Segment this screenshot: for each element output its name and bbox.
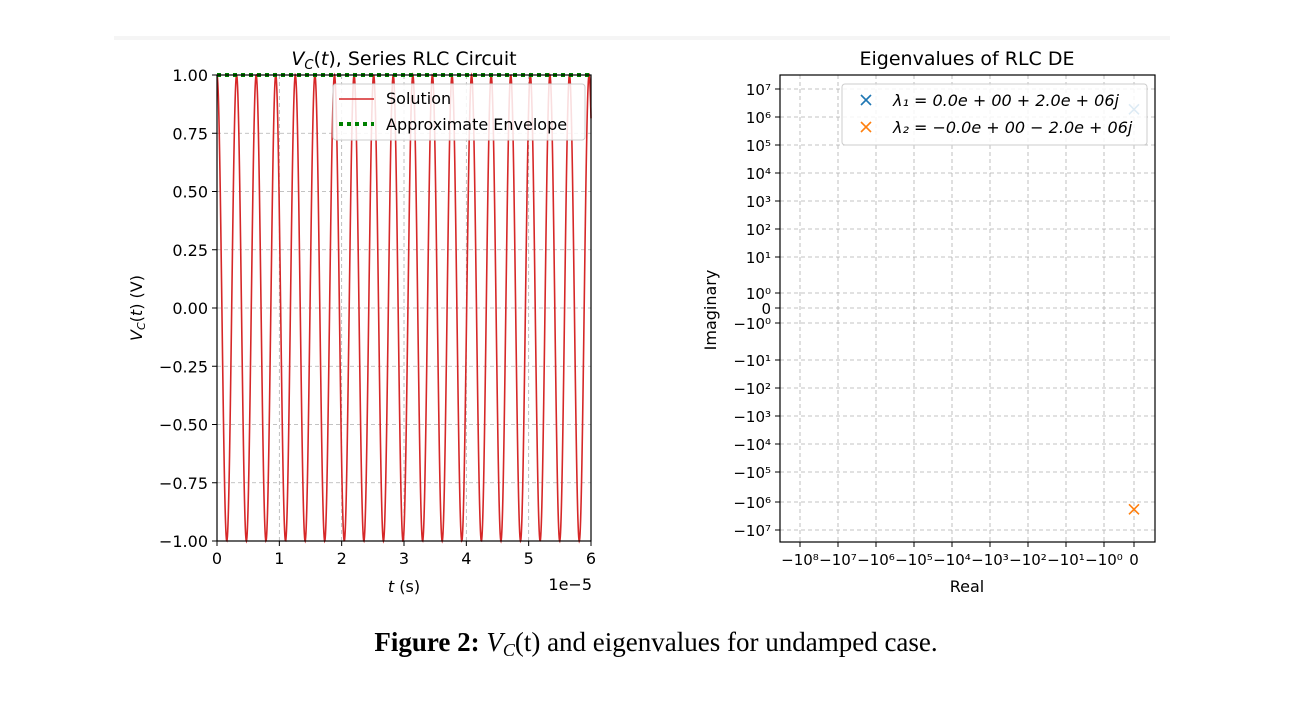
figure: VC(t), Series RLC Circuit 0 1 2 3 4 5 6 1.00 0.7… bbox=[114, 36, 1170, 596]
right-y-tick-label: 0 bbox=[761, 300, 771, 318]
right-y-tick-label: 10¹ bbox=[746, 249, 771, 267]
right-y-tick-label: −10³ bbox=[733, 408, 771, 426]
caption-math-arg: (t) bbox=[514, 627, 541, 657]
right-x-tick-label: −10⁶ bbox=[857, 551, 895, 569]
left-y-tick-label: 1.00 bbox=[172, 66, 208, 85]
right-y-tick-label: 10⁷ bbox=[746, 81, 771, 99]
right-x-tick-label: −10⁰ bbox=[1085, 551, 1123, 569]
caption-math-sub: C bbox=[502, 640, 515, 660]
left-x-tick-label: 4 bbox=[461, 549, 471, 568]
left-x-tick-label: 6 bbox=[586, 549, 596, 568]
top-rule bbox=[114, 36, 1170, 40]
right-ticks: 10⁷10⁶10⁵10⁴10³10²10¹10⁰0−10⁰−10¹−10²−10… bbox=[733, 81, 1138, 569]
right-x-tick-label: −10⁴ bbox=[933, 551, 971, 569]
right-legend: λ₁ = 0.0e + 00 + 2.0e + 06j λ₂ = −0.0e +… bbox=[841, 83, 1148, 146]
legend-lambda1-label: λ₁ = 0.0e + 00 + 2.0e + 06j bbox=[892, 91, 1119, 110]
right-xlabel: Real bbox=[950, 577, 985, 596]
left-y-tick-label: 0.50 bbox=[172, 183, 208, 202]
left-x-tick-label: 2 bbox=[337, 549, 347, 568]
right-ylabel: Imaginary bbox=[701, 270, 720, 351]
caption-math: V bbox=[486, 627, 503, 657]
left-x-offset: 1e−5 bbox=[548, 575, 592, 594]
right-y-tick-label: −10⁰ bbox=[733, 315, 771, 333]
right-y-tick-label: 10⁵ bbox=[746, 137, 771, 155]
legend-lambda2-label: λ₂ = −0.0e + 00 − 2.0e + 06j bbox=[892, 118, 1133, 137]
left-x-tick-label: 5 bbox=[524, 549, 534, 568]
right-y-tick-label: 10⁴ bbox=[746, 165, 771, 183]
right-y-tick-label: 10³ bbox=[746, 193, 771, 211]
caption-text: and eigenvalues for undamped case. bbox=[540, 627, 938, 657]
right-y-tick-label: −10⁴ bbox=[733, 436, 771, 454]
right-x-tick-label: −10³ bbox=[971, 551, 1009, 569]
right-y-tick-label: −10⁷ bbox=[733, 522, 771, 540]
right-chart-title: Eigenvalues of RLC DE bbox=[860, 48, 1075, 70]
left-legend: Solution Approximate Envelope bbox=[332, 83, 586, 141]
left-xlabel: t (s) bbox=[388, 577, 420, 596]
figure-caption: Figure 2: VC(t) and eigenvalues for unda… bbox=[0, 627, 1312, 661]
right-y-tick-label: 10² bbox=[746, 221, 771, 239]
left-y-tick-label: −1.00 bbox=[159, 532, 208, 551]
right-x-tick-label: −10¹ bbox=[1047, 551, 1085, 569]
left-y-tick-label: −0.75 bbox=[159, 474, 208, 493]
right-y-tick-label: −10⁵ bbox=[733, 464, 771, 482]
left-y-tick-label: 0.00 bbox=[172, 299, 208, 318]
left-x-tick-label: 0 bbox=[212, 549, 222, 568]
left-y-tick-label: −0.25 bbox=[159, 357, 208, 376]
left-chart-title: VC(t), Series RLC Circuit bbox=[291, 48, 516, 73]
right-grid bbox=[780, 75, 1155, 542]
left-ticks: 0 1 2 3 4 5 6 1.00 0.75 0.50 0.25 0.00 −0.25 −0.50 −0.… bbox=[159, 66, 596, 568]
left-ylabel: VC(t) (V) bbox=[127, 275, 148, 341]
left-y-tick-label: 0.75 bbox=[172, 124, 208, 143]
left-x-tick-label: 1 bbox=[274, 549, 284, 568]
eigenvalue-chart: Eigenvalues of RLC DE 10⁷ 10⁶ 10⁵ 10⁴ 10³ 10²… bbox=[701, 48, 1156, 596]
legend-lambda2-marker bbox=[860, 121, 872, 133]
legend-envelope-label: Approximate Envelope bbox=[386, 115, 567, 134]
left-y-tick-label: 0.25 bbox=[172, 241, 208, 260]
right-y-tick-label: 10⁰ bbox=[746, 285, 771, 303]
left-x-tick-label: 3 bbox=[399, 549, 409, 568]
right-x-tick-label: −10² bbox=[1009, 551, 1047, 569]
time-response-chart: VC(t), Series RLC Circuit 0 1 2 3 4 5 6 1.00 0.7… bbox=[127, 48, 596, 596]
right-y-tick-label: 10⁶ bbox=[746, 109, 771, 127]
legend-lambda1-marker bbox=[860, 94, 872, 106]
right-x-tick-label: 0 bbox=[1129, 551, 1139, 569]
right-x-tick-label: −10⁸ bbox=[781, 551, 819, 569]
right-x-tick-label: −10⁷ bbox=[819, 551, 857, 569]
right-y-tick-label: −10¹ bbox=[733, 352, 771, 370]
eigenvalue-2-marker bbox=[1128, 503, 1140, 515]
right-x-tick-label: −10⁵ bbox=[895, 551, 933, 569]
caption-label: Figure 2: bbox=[374, 627, 480, 657]
right-y-tick-label: −10² bbox=[733, 380, 771, 398]
legend-solution-label: Solution bbox=[386, 89, 451, 108]
left-y-tick-label: −0.50 bbox=[159, 416, 208, 435]
right-y-tick-label: −10⁶ bbox=[733, 494, 771, 512]
